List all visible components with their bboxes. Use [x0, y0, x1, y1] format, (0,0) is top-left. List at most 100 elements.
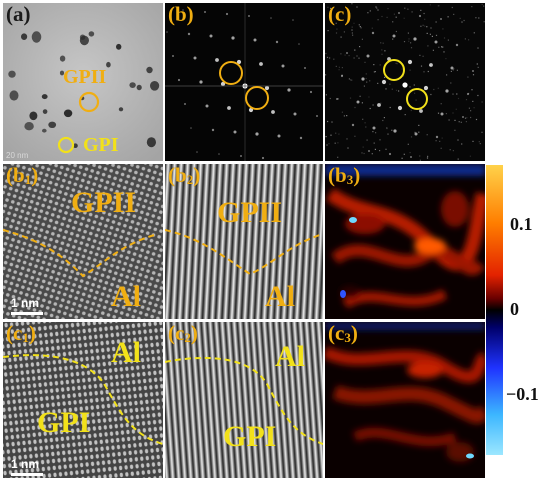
- b1-scale-bar: [11, 312, 43, 315]
- noise-speck: [363, 85, 365, 87]
- diffraction-spot: [398, 12, 400, 14]
- noise-speck: [469, 155, 471, 157]
- noise-speck: [457, 158, 459, 160]
- fft-circle-3: [383, 59, 405, 81]
- precipitate-particle: [31, 31, 42, 43]
- panel-b2-label: (b2): [168, 164, 201, 187]
- noise-speck: [451, 6, 453, 9]
- noise-speck: [389, 106, 391, 109]
- noise-speck: [481, 131, 483, 133]
- gpi-label: GPI: [83, 134, 119, 156]
- panel-c-label: (c): [328, 3, 352, 26]
- precipitate-particle: [116, 43, 122, 50]
- diffraction-spot: [292, 19, 294, 21]
- interface-line-b2: [165, 229, 323, 276]
- diffraction-spot: [215, 58, 219, 62]
- noise-speck: [439, 140, 441, 142]
- noise-speck: [365, 77, 367, 80]
- fft-circle-1: [219, 61, 243, 85]
- gpi-circle: [57, 136, 75, 154]
- diffraction-spot: [457, 139, 459, 141]
- noise-speck: [460, 121, 462, 123]
- noise-speck: [373, 64, 375, 66]
- noise-speck: [475, 118, 478, 121]
- interface-line-c2: [165, 357, 323, 445]
- precipitate-particle: [21, 33, 28, 40]
- noise-speck: [328, 143, 330, 145]
- noise-speck: [382, 119, 384, 122]
- diffraction-spot: [393, 129, 397, 133]
- noise-speck: [358, 57, 360, 59]
- noise-speck: [383, 117, 385, 119]
- diffraction-spot: [211, 128, 215, 132]
- noise-speck: [348, 55, 350, 57]
- noise-speck: [363, 152, 365, 155]
- noise-speck: [473, 107, 475, 109]
- noise-speck: [409, 152, 411, 154]
- noise-speck: [461, 143, 463, 145]
- diffraction-spot: [299, 136, 303, 140]
- noise-speck: [386, 127, 388, 129]
- noise-speck: [335, 65, 337, 67]
- noise-speck: [419, 159, 421, 161]
- noise-speck: [384, 76, 386, 78]
- noise-speck: [341, 74, 343, 76]
- noise-speck: [423, 12, 425, 15]
- noise-speck: [384, 50, 386, 52]
- diffraction-spot: [361, 77, 365, 81]
- diffraction-spot: [287, 88, 291, 92]
- noise-speck: [407, 32, 409, 34]
- precipitate-particle: [42, 128, 47, 133]
- panel-b2-filtered: (b2) GPII Al: [165, 164, 323, 319]
- noise-speck: [381, 49, 383, 51]
- precipitate-particle: [9, 90, 19, 101]
- noise-speck: [327, 6, 329, 8]
- noise-speck: [360, 27, 362, 29]
- noise-speck: [404, 7, 406, 9]
- noise-speck: [369, 107, 371, 110]
- diffraction-spot: [240, 155, 242, 157]
- noise-speck: [353, 57, 355, 59]
- noise-speck: [448, 119, 450, 121]
- panel-c2-image: [165, 322, 323, 478]
- noise-speck: [385, 148, 387, 150]
- diffraction-spot: [220, 81, 226, 87]
- noise-speck: [408, 40, 410, 42]
- noise-speck: [463, 19, 465, 22]
- noise-speck: [447, 39, 449, 41]
- noise-speck: [391, 129, 393, 131]
- diffraction-spot: [381, 79, 387, 85]
- noise-speck: [367, 12, 369, 14]
- diffraction-spot: [275, 40, 279, 44]
- noise-speck: [366, 139, 368, 141]
- precipitate-particle: [106, 61, 111, 68]
- noise-speck: [337, 156, 339, 158]
- diffraction-spot: [264, 85, 270, 91]
- diffraction-spot: [177, 78, 181, 82]
- noise-speck: [423, 71, 425, 73]
- noise-speck: [389, 83, 391, 85]
- panel-b-label: (b): [168, 3, 194, 26]
- noise-speck: [446, 74, 448, 76]
- diffraction-spot: [331, 121, 333, 123]
- noise-speck: [426, 134, 428, 136]
- diffraction-spot: [182, 9, 184, 11]
- noise-speck: [379, 150, 381, 152]
- noise-speck: [358, 24, 360, 26]
- colorbar-tick-label: 0.1: [510, 213, 533, 234]
- noise-speck: [449, 149, 451, 151]
- fft-circle-2: [245, 86, 269, 110]
- diffraction-spot: [377, 9, 379, 11]
- panel-c2-label: (c2): [168, 322, 198, 345]
- noise-speck: [372, 131, 374, 133]
- noise-speck: [364, 122, 366, 124]
- noise-speck: [349, 97, 352, 99]
- panel-a-tem-overview: (a) GPII GPI 20 nm: [3, 3, 163, 161]
- noise-speck: [407, 143, 409, 145]
- noise-speck: [459, 17, 461, 19]
- noise-speck: [443, 37, 446, 39]
- noise-speck: [356, 55, 358, 57]
- colorbar-tick-label: −0.1: [506, 384, 539, 405]
- noise-speck: [472, 140, 474, 142]
- noise-speck: [381, 53, 383, 55]
